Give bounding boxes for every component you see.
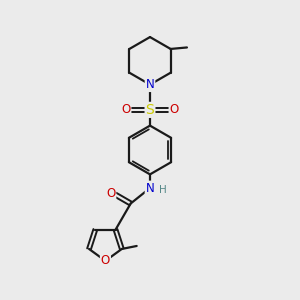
Text: N: N — [146, 78, 154, 91]
Text: O: O — [121, 103, 130, 116]
Text: H: H — [159, 184, 167, 194]
Text: O: O — [106, 187, 116, 200]
Text: O: O — [101, 254, 110, 267]
Text: S: S — [146, 103, 154, 117]
Text: N: N — [146, 182, 154, 194]
Text: O: O — [170, 103, 179, 116]
